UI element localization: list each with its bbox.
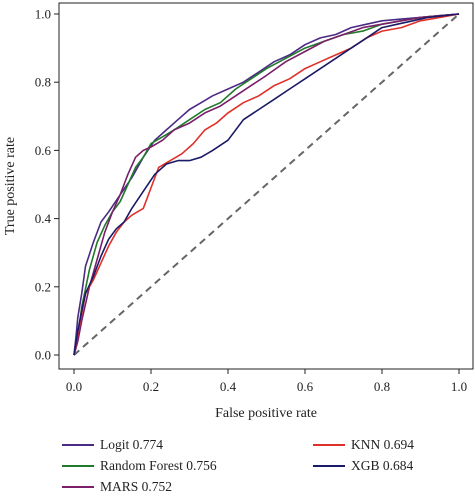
x-tick-label: 0.2 xyxy=(143,379,159,394)
x-tick-label: 0.8 xyxy=(374,379,390,394)
legend-label: Logit 0.774 xyxy=(100,437,163,452)
legend-label: XGB 0.684 xyxy=(351,458,414,473)
x-tick-label: 1.0 xyxy=(451,379,467,394)
y-tick-label: 0.0 xyxy=(35,348,51,363)
roc-line-0 xyxy=(73,13,460,356)
y-axis-title: True positive rate xyxy=(3,137,18,235)
y-axis: 0.0 0.2 0.4 0.6 0.8 1.0 xyxy=(35,7,59,363)
x-axis: 0.0 0.2 0.4 0.6 0.8 1.0 xyxy=(66,369,467,394)
roc-line-2 xyxy=(73,13,460,356)
y-tick-label: 0.2 xyxy=(35,279,51,294)
reference-diagonal-line xyxy=(73,13,460,356)
plot-frame xyxy=(58,2,474,370)
roc-curves xyxy=(73,13,460,356)
x-tick-label: 0.4 xyxy=(220,379,237,394)
y-tick-label: 1.0 xyxy=(35,7,51,22)
y-tick-label: 0.8 xyxy=(35,75,51,90)
x-tick-label: 0.0 xyxy=(66,379,82,394)
roc-line-4 xyxy=(73,13,460,356)
legend: Logit 0.774 Random Forest 0.756 MARS 0.752… xyxy=(62,437,414,494)
legend-label: Random Forest 0.756 xyxy=(100,458,217,473)
roc-line-1 xyxy=(73,13,460,356)
legend-label: KNN 0.694 xyxy=(351,437,414,452)
legend-label: MARS 0.752 xyxy=(100,479,172,494)
y-tick-label: 0.4 xyxy=(35,211,52,226)
y-tick-label: 0.6 xyxy=(35,143,52,158)
x-axis-title: False positive rate xyxy=(215,406,317,421)
x-tick-label: 0.6 xyxy=(297,379,314,394)
